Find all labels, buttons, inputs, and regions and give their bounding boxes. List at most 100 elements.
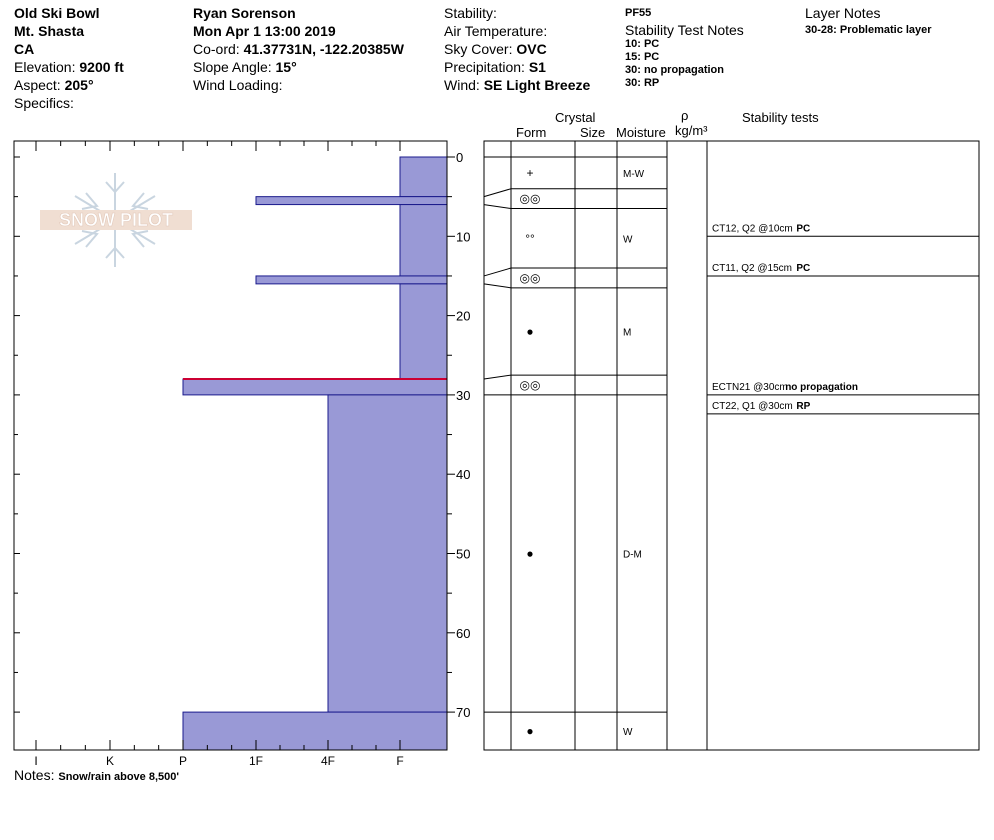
stability-note-3: 30: no propagation	[625, 64, 724, 76]
moisture-5: M	[623, 327, 631, 338]
layer-connector-5	[483, 283, 512, 289]
coord-row: Co-ord: 41.37731N, -122.20385W	[193, 40, 404, 58]
moisture-3: W	[623, 234, 633, 245]
depth-label-60: 60	[456, 626, 470, 641]
crystal-form-3: °°	[525, 231, 535, 245]
density-symbol: ρ	[681, 108, 689, 123]
hardness-label-I: I	[34, 754, 37, 768]
wind-label: Wind:	[444, 77, 484, 93]
crystal-form-5: ●	[526, 324, 533, 338]
stability-test-name-1: CT12, Q2 @10cm	[712, 223, 793, 234]
hardness-bar-8	[182, 711, 448, 751]
hardness-label-K: K	[106, 754, 114, 768]
hardness-label-F: F	[396, 754, 403, 768]
depth-label-10: 10	[456, 229, 470, 244]
hardness-bar-3	[399, 204, 448, 277]
depth-label-30: 30	[456, 388, 470, 403]
stability-test-result-4: RP	[796, 401, 810, 412]
crystal-table: + M-W ◎◎ °° W ◎◎ ● M ◎◎ ● D-M ● W	[483, 140, 980, 751]
depth-label-50: 50	[456, 547, 470, 562]
wind-row: Wind: SE Light Breeze	[444, 76, 590, 94]
table-border	[483, 140, 980, 751]
layer-connector-6	[483, 374, 512, 380]
wind-value: SE Light Breeze	[483, 77, 591, 93]
moisture-header: Moisture	[616, 125, 666, 140]
stability-test-name-3: ECTN21 @30cm	[712, 382, 788, 393]
notes-row: Notes: Snow/rain above 8,500'	[14, 766, 179, 784]
state-name: CA	[14, 41, 35, 57]
hardness-label-1F: 1F	[249, 754, 263, 768]
stability-tests-header: Stability tests	[742, 110, 819, 125]
size-header: Size	[580, 125, 606, 140]
stability-test-notes-title: Stability Test Notes	[625, 22, 744, 38]
stability-note-4: 30: RP	[625, 77, 660, 89]
elevation-label: Elevation:	[14, 59, 80, 75]
observer-name: Ryan Sorenson	[193, 5, 296, 21]
coord-value: 41.37731N, -122.20385W	[243, 41, 404, 57]
density-unit: kg/m³	[675, 123, 708, 138]
hardness-bar-2	[255, 196, 448, 206]
stability-test-result-2: PC	[796, 263, 810, 274]
depth-label-20: 20	[456, 309, 470, 324]
stability-test-name-2: CT11, Q2 @15cm	[712, 263, 792, 274]
depth-axis: 0 10 20 30 40 50 60 70	[14, 150, 470, 720]
form-header: Form	[516, 125, 547, 140]
notes-label: Notes:	[14, 767, 55, 783]
sky-cover-label: Sky Cover:	[444, 41, 517, 57]
depth-label-40: 40	[456, 467, 470, 482]
stability-test-name-4: CT22, Q1 @30cm	[712, 401, 793, 412]
logo-banner	[40, 210, 192, 230]
logo-text: SNOW PILOT	[59, 210, 173, 230]
aspect-value: 205°	[64, 77, 94, 93]
depth-label-70: 70	[456, 705, 470, 720]
stability-note-1: 10: PC	[625, 38, 660, 50]
sky-cover-value: OVC	[516, 41, 547, 57]
hardness-bar-5	[399, 283, 448, 380]
layer-connector-3	[483, 204, 512, 210]
elevation-row: Elevation: 9200 ft	[14, 58, 124, 76]
slope-value: 15°	[275, 59, 297, 75]
crystal-form-7: ●	[526, 547, 533, 561]
stability-label: Stability:	[444, 5, 497, 21]
hardness-bar-7	[327, 394, 448, 713]
layer-connector-2	[483, 188, 512, 198]
crystal-form-8: ●	[526, 724, 533, 738]
crystal-form-4: ◎◎	[520, 271, 541, 285]
layer-notes-title: Layer Notes	[805, 5, 881, 21]
hardness-plot-frame	[13, 140, 448, 751]
moisture-8: W	[623, 727, 633, 738]
aspect-row: Aspect: 205°	[14, 76, 94, 94]
pit-id: PF55	[625, 7, 652, 19]
hardness-bar-1	[399, 156, 448, 198]
observation-date: Mon Apr 1 13:00 2019	[193, 23, 336, 39]
elevation-value: 9200 ft	[79, 59, 124, 75]
layer-connector-4	[483, 267, 512, 277]
aspect-label: Aspect:	[14, 77, 65, 93]
snow-pilot-logo: SNOW PILOT	[40, 173, 192, 267]
stability-note-2: 15: PC	[625, 51, 660, 63]
air-temperature-label: Air Temperature:	[444, 23, 548, 39]
depth-label-0: 0	[456, 150, 463, 165]
wind-loading-label: Wind Loading:	[193, 77, 283, 93]
layer-note: 30-28: Problematic layer	[805, 24, 932, 36]
crystal-form-6: ◎◎	[520, 378, 541, 392]
location-name: Old Ski Bowl	[14, 5, 100, 21]
hardness-bar-6	[182, 378, 448, 396]
slope-row: Slope Angle: 15°	[193, 58, 297, 76]
crystal-header: Crystal	[555, 110, 596, 125]
hardness-label-4F: 4F	[321, 754, 335, 768]
plot-border	[13, 140, 448, 751]
stability-test-result-1: PC	[796, 223, 810, 234]
sky-cover-row: Sky Cover: OVC	[444, 40, 547, 58]
crystal-form-2: ◎◎	[520, 192, 541, 206]
hardness-label-P: P	[179, 754, 187, 768]
hardness-axis: I K P 1F 4F F	[34, 141, 404, 768]
precipitation-row: Precipitation: S1	[444, 58, 546, 76]
moisture-1: M-W	[623, 169, 645, 180]
hardness-layers	[182, 156, 448, 751]
coord-label: Co-ord:	[193, 41, 244, 57]
precipitation-label: Precipitation:	[444, 59, 529, 75]
moisture-7: D-M	[623, 550, 642, 561]
